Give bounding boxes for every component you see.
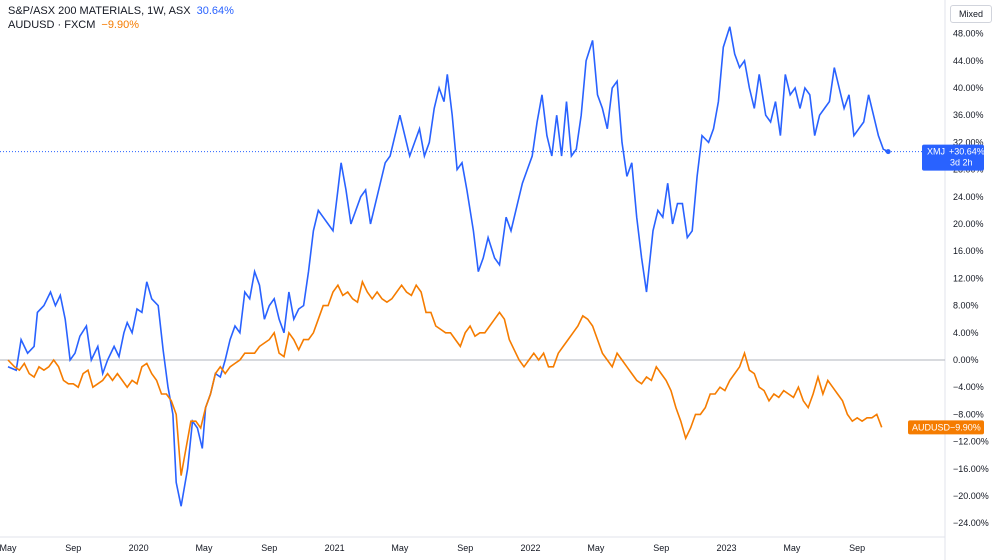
y-tick-label: −20.00%	[953, 491, 989, 501]
y-tick-label: 40.00%	[953, 83, 984, 93]
legend-series1-value: 30.64%	[196, 5, 234, 17]
x-tick-label: Sep	[457, 543, 473, 553]
time-axis-ticks: May Sep 2020 May Sep 2021 May Sep 2022 May Sep 2023…	[0, 543, 865, 553]
scale-mode-button[interactable]: Mixed	[950, 5, 992, 23]
y-tick-label: 12.00%	[953, 273, 984, 283]
y-tick-label: −16.00%	[953, 464, 989, 474]
x-tick-label: May	[195, 543, 213, 553]
y-tick-label: 36.00%	[953, 110, 984, 120]
x-tick-label: 2020	[129, 543, 149, 553]
x-tick-label: 2023	[717, 543, 737, 553]
last-price-marker	[885, 149, 891, 155]
x-tick-label: May	[783, 543, 801, 553]
y-tick-label: 8.00%	[953, 301, 979, 311]
badge-xmj-value: +30.64%	[949, 147, 985, 157]
y-tick-label: 20.00%	[953, 219, 984, 229]
x-tick-label: May	[587, 543, 605, 553]
series-line-xmj[interactable]	[7, 26, 889, 507]
price-badge-audusd: AUDUSD −9.90%	[908, 420, 984, 435]
legend-row-xmj[interactable]: S&P/ASX 200 MATERIALS, 1W, ASX 30.64%	[8, 4, 234, 18]
badge-audusd-label: AUDUSD	[912, 422, 951, 432]
legend: S&P/ASX 200 MATERIALS, 1W, ASX 30.64% AUD…	[8, 4, 234, 32]
y-tick-label: 32.00%	[953, 137, 984, 147]
price-axis-ticks: 48.00%44.00%40.00%36.00%32.00%28.00%24.0…	[953, 29, 989, 529]
legend-row-audusd[interactable]: AUDUSD · FXCM −9.90%	[8, 18, 234, 32]
x-tick-label: May	[0, 543, 17, 553]
legend-series2-value: −9.90%	[101, 19, 140, 31]
legend-series1-name: S&P/ASX 200 MATERIALS, 1W, ASX	[8, 5, 191, 17]
x-tick-label: Sep	[653, 543, 669, 553]
y-tick-label: 48.00%	[953, 29, 984, 39]
y-tick-label: −8.00%	[953, 409, 984, 419]
x-tick-label: 2022	[521, 543, 541, 553]
badge-audusd-value: −9.90%	[950, 422, 981, 432]
y-tick-label: 24.00%	[953, 192, 984, 202]
x-tick-label: May	[391, 543, 409, 553]
series-line-audusd[interactable]	[7, 279, 883, 476]
y-tick-label: 16.00%	[953, 246, 984, 256]
legend-series2-name: AUDUSD · FXCM	[8, 19, 96, 31]
price-badge-xmj: XMJ +30.64% 3d 2h	[922, 144, 985, 171]
y-tick-label: −24.00%	[953, 518, 989, 528]
badge-xmj-countdown: 3d 2h	[950, 158, 973, 168]
y-tick-label: −12.00%	[953, 437, 989, 447]
x-tick-label: 2021	[325, 543, 345, 553]
y-tick-label: 44.00%	[953, 56, 984, 66]
y-tick-label: −4.00%	[953, 382, 984, 392]
x-tick-label: Sep	[849, 543, 865, 553]
y-tick-label: 0.00%	[953, 355, 979, 365]
y-tick-label: 4.00%	[953, 328, 979, 338]
x-tick-label: Sep	[65, 543, 81, 553]
badge-xmj-label: XMJ	[927, 147, 945, 157]
x-tick-label: Sep	[261, 543, 277, 553]
